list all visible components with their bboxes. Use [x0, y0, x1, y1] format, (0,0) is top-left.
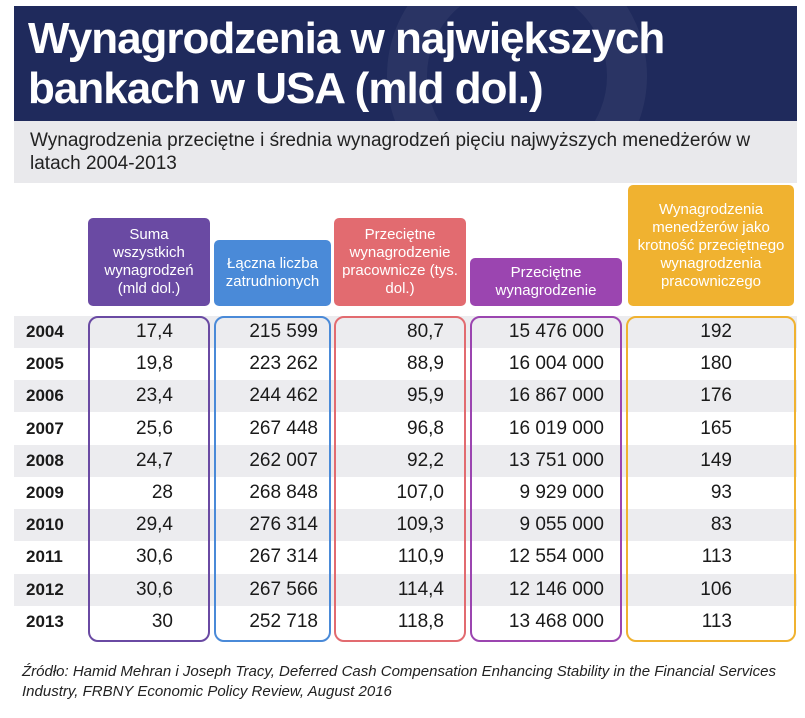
row-year: 2013 — [26, 611, 64, 631]
column-header: Wynagrodzenia menedżerów jako krotność p… — [628, 185, 794, 306]
table-cell: 268 848 — [249, 482, 318, 503]
row-stripe — [14, 316, 797, 348]
table-cell: 29,4 — [136, 514, 173, 536]
table-cell: 93 — [710, 482, 732, 503]
table-cell: 30,6 — [136, 546, 173, 568]
column-header: Przeciętne wynagrodzenie pracownicze (ty… — [334, 218, 466, 306]
row-year: 2005 — [26, 354, 64, 374]
table-cell: 9 055 000 — [519, 514, 604, 536]
table-cell: 13 468 000 — [508, 610, 604, 632]
table-cell: 12 554 000 — [508, 546, 604, 568]
table-cell: 16 867 000 — [508, 385, 604, 407]
row-year: 2008 — [26, 450, 64, 470]
table-cell: 192 — [700, 321, 732, 342]
table-cell: 23,4 — [136, 385, 173, 407]
table-cell: 30,6 — [136, 578, 173, 600]
column-header: Suma wszystkich wynagrodzeń (mld dol.) — [88, 218, 210, 306]
table-cell: 30 — [151, 610, 173, 632]
table-cell: 16 019 000 — [508, 417, 604, 439]
row-year: 2007 — [26, 418, 64, 438]
table-cell: 83 — [710, 514, 732, 536]
row-stripe — [14, 509, 797, 542]
table-cell: 28 — [151, 482, 173, 503]
row-year: 2012 — [26, 579, 64, 599]
row-stripe — [14, 444, 797, 477]
column-header: Przeciętne wynagrodzenie — [470, 258, 622, 306]
table-cell: 110,9 — [397, 546, 444, 568]
table-cell: 19,8 — [136, 353, 173, 375]
table-cell: 92,2 — [407, 449, 444, 471]
table-cell: 176 — [700, 385, 732, 407]
table-cell: 114,4 — [397, 578, 444, 600]
table-cell: 88,9 — [407, 353, 444, 375]
table-cell: 252 718 — [249, 610, 318, 632]
table-cell: 16 004 000 — [508, 353, 604, 375]
table-cell: 267 566 — [249, 578, 318, 600]
table-cell: 113 — [701, 546, 732, 568]
row-stripe — [14, 573, 797, 606]
row-year: 2010 — [26, 515, 64, 535]
source-note: Źródło: Hamid Mehran i Joseph Tracy, Def… — [22, 663, 776, 700]
table-cell: 96,8 — [407, 417, 444, 439]
row-year: 2011 — [26, 547, 63, 567]
row-stripe — [14, 380, 797, 413]
table-cell: 80,7 — [407, 321, 444, 342]
table-cell: 215 599 — [249, 321, 318, 342]
table-cell: 25,6 — [136, 417, 173, 439]
page-title: Wynagrodzenia w największych bankach w U… — [28, 14, 665, 113]
table-cell: 276 314 — [249, 514, 318, 536]
table-cell: 109,3 — [396, 514, 444, 536]
table-cell: 267 314 — [249, 546, 318, 568]
table-cell: 17,4 — [136, 321, 173, 342]
table-cell: 15 476 000 — [508, 321, 604, 342]
page-subtitle: Wynagrodzenia przeciętne i średnia wynag… — [30, 130, 751, 174]
table-cell: 244 462 — [249, 385, 318, 407]
column-frame — [626, 316, 796, 642]
column-frame — [214, 316, 331, 642]
row-year: 2004 — [26, 322, 64, 341]
table-cell: 9 929 000 — [519, 482, 604, 503]
table-cell: 24,7 — [136, 449, 173, 471]
title-band: Wynagrodzenia w największych bankach w U… — [14, 6, 797, 121]
column-frame — [334, 316, 466, 642]
column-frame — [470, 316, 622, 642]
table-cell: 267 448 — [249, 417, 318, 439]
column-frame — [88, 316, 210, 642]
subtitle-band: Wynagrodzenia przeciętne i średnia wynag… — [14, 121, 797, 183]
table-cell: 262 007 — [249, 449, 318, 471]
row-year: 2009 — [26, 483, 64, 502]
row-year: 2006 — [26, 386, 64, 406]
table-cell: 95,9 — [407, 385, 444, 407]
table-cell: 118,8 — [397, 610, 444, 632]
table-cell: 13 751 000 — [508, 449, 604, 471]
table-cell: 106 — [700, 578, 732, 600]
table-cell: 149 — [700, 449, 732, 471]
table-cell: 223 262 — [249, 353, 318, 375]
table-cell: 180 — [700, 353, 732, 375]
table-cell: 107,0 — [396, 482, 444, 503]
table-cell: 165 — [700, 417, 732, 439]
table-cell: 113 — [701, 610, 732, 632]
column-header: Łączna liczba zatrudnionych — [214, 240, 331, 306]
table-cell: 12 146 000 — [508, 578, 604, 600]
